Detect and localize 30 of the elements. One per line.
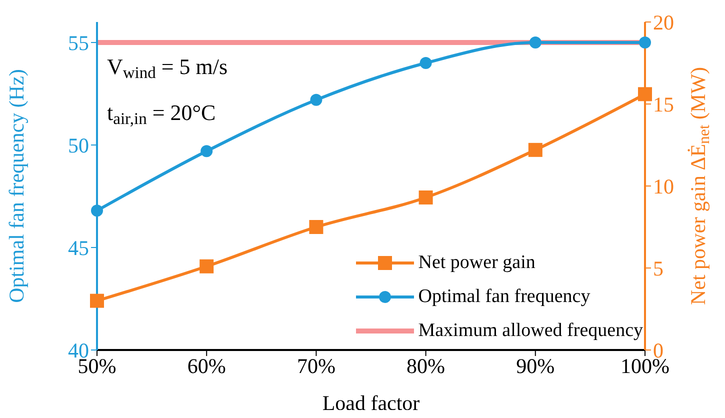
point [90,294,104,308]
legend-label: Net power gain [418,252,536,274]
point [420,57,432,69]
point [200,145,213,158]
y-tick-label: 45 [68,236,89,260]
annotation: V$_{wind}$ = 5 m/s [107,54,228,82]
point [639,36,651,48]
point [529,36,542,48]
point [528,142,542,157]
legend-label: Maximum allowed frequency [418,320,643,342]
annotation: t$_{air,in}$ = 20°C [107,100,216,128]
y-axis-title: Optimal fan frequency (Hz) [4,69,28,303]
point [91,204,103,217]
x-tick-label: 70% [296,354,336,378]
x-tick-label: 60% [187,354,226,378]
x-tick-label: 90% [516,354,555,378]
point [309,220,324,234]
point [638,87,652,102]
point [310,94,322,106]
point [200,259,214,274]
y2-tick-label: 20 [653,10,674,34]
y2-tick-label: 10 [653,174,674,198]
x-axis-title: Load factor [322,391,420,415]
y2-tick-label: 15 [653,92,674,116]
y2-tick-label: 5 [653,256,664,280]
x-tick-label: 80% [406,354,446,378]
legend-label: Optimal fan frequency [418,286,590,308]
point [418,190,433,204]
y-tick-label: 50 [68,133,89,158]
y-tick-label: 55 [68,30,89,55]
